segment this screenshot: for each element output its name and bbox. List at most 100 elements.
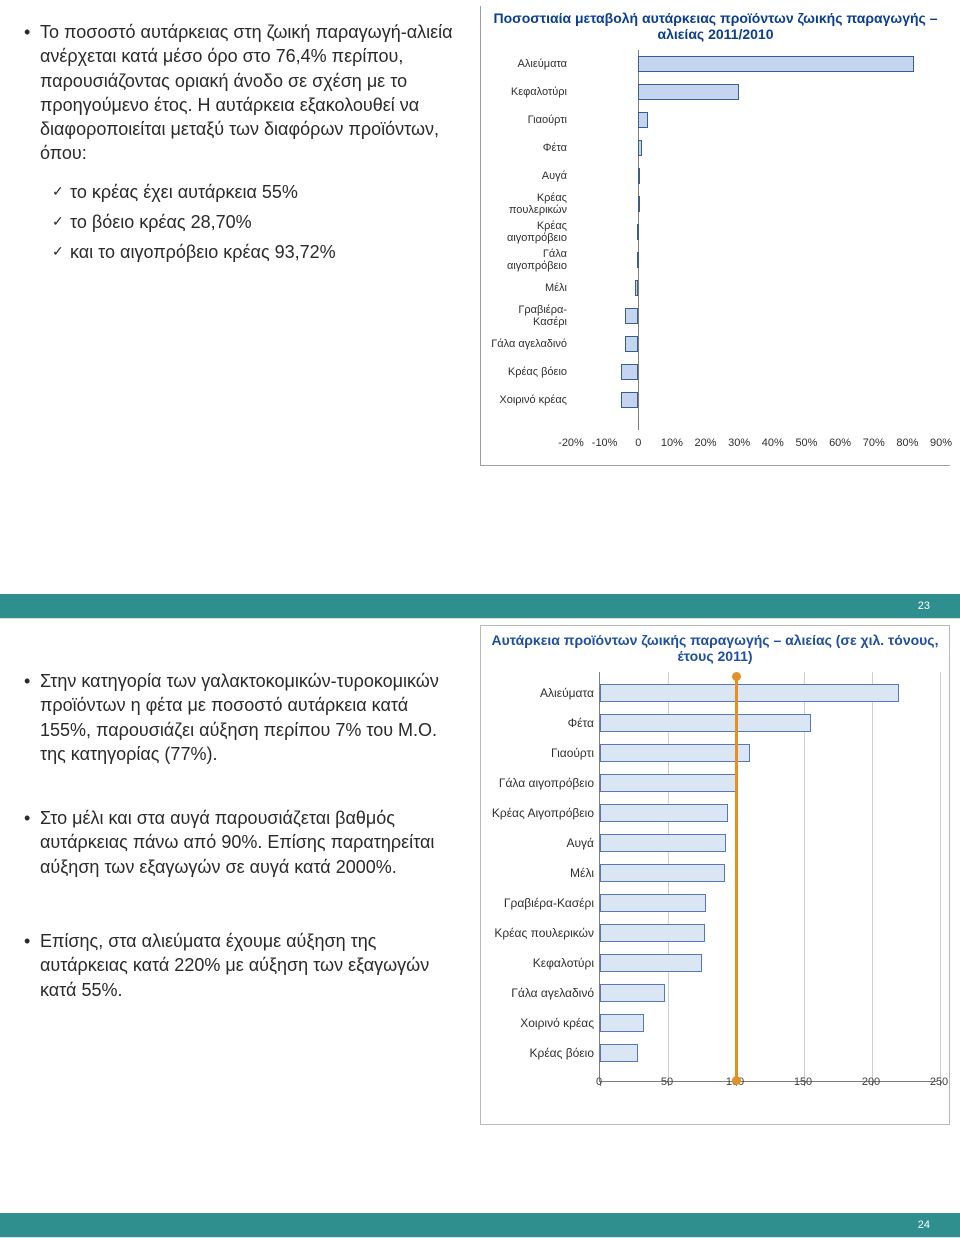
chart1-x-tick: -10% (592, 437, 618, 449)
chart2-bar-row: Γιαούρτι (600, 740, 937, 766)
chart1-bar (638, 84, 739, 100)
chart1-x-tick: 40% (762, 437, 784, 449)
chart1-bar-row: Γάλα αγελαδινό (571, 332, 942, 356)
chart1-bar (637, 224, 639, 240)
chart2-bar-row: Γραβιέρα-Κασέρι (600, 890, 937, 916)
chart1-bar-label: Γραβιέρα-Κασέρι (485, 304, 571, 328)
chart2-bar-label: Κρέας Αιγοπρόβειο (486, 806, 600, 820)
slide1-chart: Ποσοστιαία μεταβολή αυτάρκειας προϊόντων… (480, 0, 960, 594)
chart2-bar-label: Γραβιέρα-Κασέρι (486, 896, 600, 910)
slide2-para1: Στην κατηγορία των γαλακτοκομικών-τυροκο… (24, 669, 462, 766)
chart1-title: Ποσοστιαία μεταβολή αυτάρκειας προϊόντων… (481, 6, 950, 50)
chart1-bar-row: Κρέας βόειο (571, 360, 942, 384)
chart1-x-tick: 80% (896, 437, 918, 449)
chart1-bar-label: Κρέας βόειο (485, 366, 571, 378)
chart1-bar-label: Κεφαλοτύρι (485, 86, 571, 98)
chart2-bar-row: Κρέας βόειο (600, 1040, 937, 1066)
chart1-bar (621, 392, 638, 408)
chart2-bar-label: Αυγά (486, 836, 600, 850)
chart2-bars-area: Αλιεύματα Φέτα Γιαούρτι Γάλα αιγοπρόβειο Κρέ… (599, 672, 937, 1082)
chart2-bar-label: Κεφαλοτύρι (486, 956, 600, 970)
chart2-reference-line (735, 676, 738, 1081)
chart1-bar (621, 364, 638, 380)
chart1-bar-label: Γιαούρτι (485, 114, 571, 126)
slide1-checklist: το κρέας έχει αυτάρκεια 55% το βόειο κρέ… (24, 180, 462, 265)
chart2-bar-label: Κρέας βόειο (486, 1046, 600, 1060)
chart2-bar-label: Κρέας πουλερικών (486, 926, 600, 940)
chart1-bar-row: Γιαούρτι (571, 108, 942, 132)
chart1-x-tick: -20% (558, 437, 584, 449)
chart1-bar-label: Μέλι (485, 282, 571, 294)
slide2-text: Στην κατηγορία των γαλακτοκομικών-τυροκο… (0, 619, 480, 1213)
chart2-title: Αυτάρκεια προϊόντων ζωικής παραγωγής – α… (481, 626, 949, 668)
chart2-bar (600, 984, 665, 1002)
check-item-1: το κρέας έχει αυτάρκεια 55% (52, 180, 462, 204)
chart2-bar-row: Αυγά (600, 830, 937, 856)
chart1-x-axis: -20%-10%010%20%30%40%50%60%70%80%90% (571, 437, 942, 455)
slide1-text: Το ποσοστό αυτάρκειας στη ζωική παραγωγή… (0, 0, 480, 594)
chart2-bar-row: Χοιρινό κρέας (600, 1010, 937, 1036)
chart1-x-tick: 30% (728, 437, 750, 449)
chart2-bar-row: Κρέας Αιγοπρόβειο (600, 800, 937, 826)
chart1-x-tick: 0 (635, 437, 641, 449)
chart2-x-tick: 150 (794, 1076, 812, 1088)
chart1-bar-row: Γραβιέρα-Κασέρι (571, 304, 942, 328)
chart1-bar-row: Μέλι (571, 276, 942, 300)
chart2-x-tick: 0 (596, 1076, 602, 1088)
chart2-bar (600, 834, 726, 852)
chart1-x-tick: 10% (661, 437, 683, 449)
check-item-2: το βόειο κρέας 28,70% (52, 210, 462, 234)
chart2-bar-row: Αλιεύματα (600, 680, 937, 706)
slide1-para1: Το ποσοστό αυτάρκειας στη ζωική παραγωγή… (24, 20, 462, 166)
chart2-bar-row: Γάλα αιγοπρόβειο (600, 770, 937, 796)
chart2-bar-label: Μέλι (486, 866, 600, 880)
chart1-bar-label: Γάλα αιγοπρόβειο (485, 248, 571, 272)
chart2-bar-label: Φέτα (486, 716, 600, 730)
slide2-para2: Στο μέλι και στα αυγά παρουσιάζεται βαθμ… (24, 806, 462, 879)
chart2-bar-row: Γάλα αγελαδινό (600, 980, 937, 1006)
chart1-bar (625, 308, 638, 324)
chart1-bar (638, 140, 641, 156)
slide1-footer: 23 (0, 594, 960, 618)
chart1-bar-row: Αυγά (571, 164, 942, 188)
chart2-bar (600, 1014, 644, 1032)
chart2-bar (600, 894, 706, 912)
chart1-bar-label: Αυγά (485, 170, 571, 182)
slide2-chart: Αυτάρκεια προϊόντων ζωικής παραγωγής – α… (480, 619, 960, 1213)
chart1-bar-label: Γάλα αγελαδινό (485, 338, 571, 350)
chart1-bar-row: Κρέας αιγοπρόβειο (571, 220, 942, 244)
chart2-x-tick: 250 (930, 1076, 948, 1088)
chart1-bar-label: Κρέας πουλερικών (485, 192, 571, 216)
slide2-content: Στην κατηγορία των γαλακτοκομικών-τυροκο… (0, 619, 960, 1213)
chart2-bar (600, 714, 811, 732)
chart1-bar-row: Κρέας πουλερικών (571, 192, 942, 216)
chart1-bar-row: Αλιεύματα (571, 52, 942, 76)
chart2-bar-label: Αλιεύματα (486, 686, 600, 700)
chart1-bar-label: Κρέας αιγοπρόβειο (485, 220, 571, 244)
chart1-bar (638, 56, 914, 72)
chart1-x-tick: 60% (829, 437, 851, 449)
chart1-bars-area: Αλιεύματα Κεφαλοτύρι Γιαούρτι Φέτα Αυγά Κρέας… (571, 50, 942, 430)
chart2-bar-label: Γιαούρτι (486, 746, 600, 760)
chart2-bar-label: Χοιρινό κρέας (486, 1016, 600, 1030)
page-number-1: 23 (918, 600, 930, 612)
page-number-2: 24 (918, 1219, 930, 1231)
chart1-bar-label: Αλιεύματα (485, 58, 571, 70)
chart2-bar-row: Κρέας πουλερικών (600, 920, 937, 946)
chart2-bar (600, 864, 725, 882)
chart2-bar-row: Φέτα (600, 710, 937, 736)
chart2-bar (600, 774, 736, 792)
chart1-bar (625, 336, 638, 352)
chart2-bar (600, 954, 702, 972)
chart2-bar (600, 684, 899, 702)
chart2-bar (600, 1044, 638, 1062)
chart2-x-axis: 050100150200250 (599, 1076, 937, 1094)
chart2-box: Αυτάρκεια προϊόντων ζωικής παραγωγής – α… (480, 625, 950, 1125)
chart1-bar-row: Φέτα (571, 136, 942, 160)
slide2-para3: Επίσης, στα αλιεύματα έχουμε αύξηση της … (24, 929, 462, 1002)
chart1-bar-row: Γάλα αιγοπρόβειο (571, 248, 942, 272)
chart1-bar-row: Κεφαλοτύρι (571, 80, 942, 104)
chart1-bar (637, 252, 639, 268)
slide2-footer: 24 (0, 1213, 960, 1237)
slide-1: Το ποσοστό αυτάρκειας στη ζωική παραγωγή… (0, 0, 960, 619)
